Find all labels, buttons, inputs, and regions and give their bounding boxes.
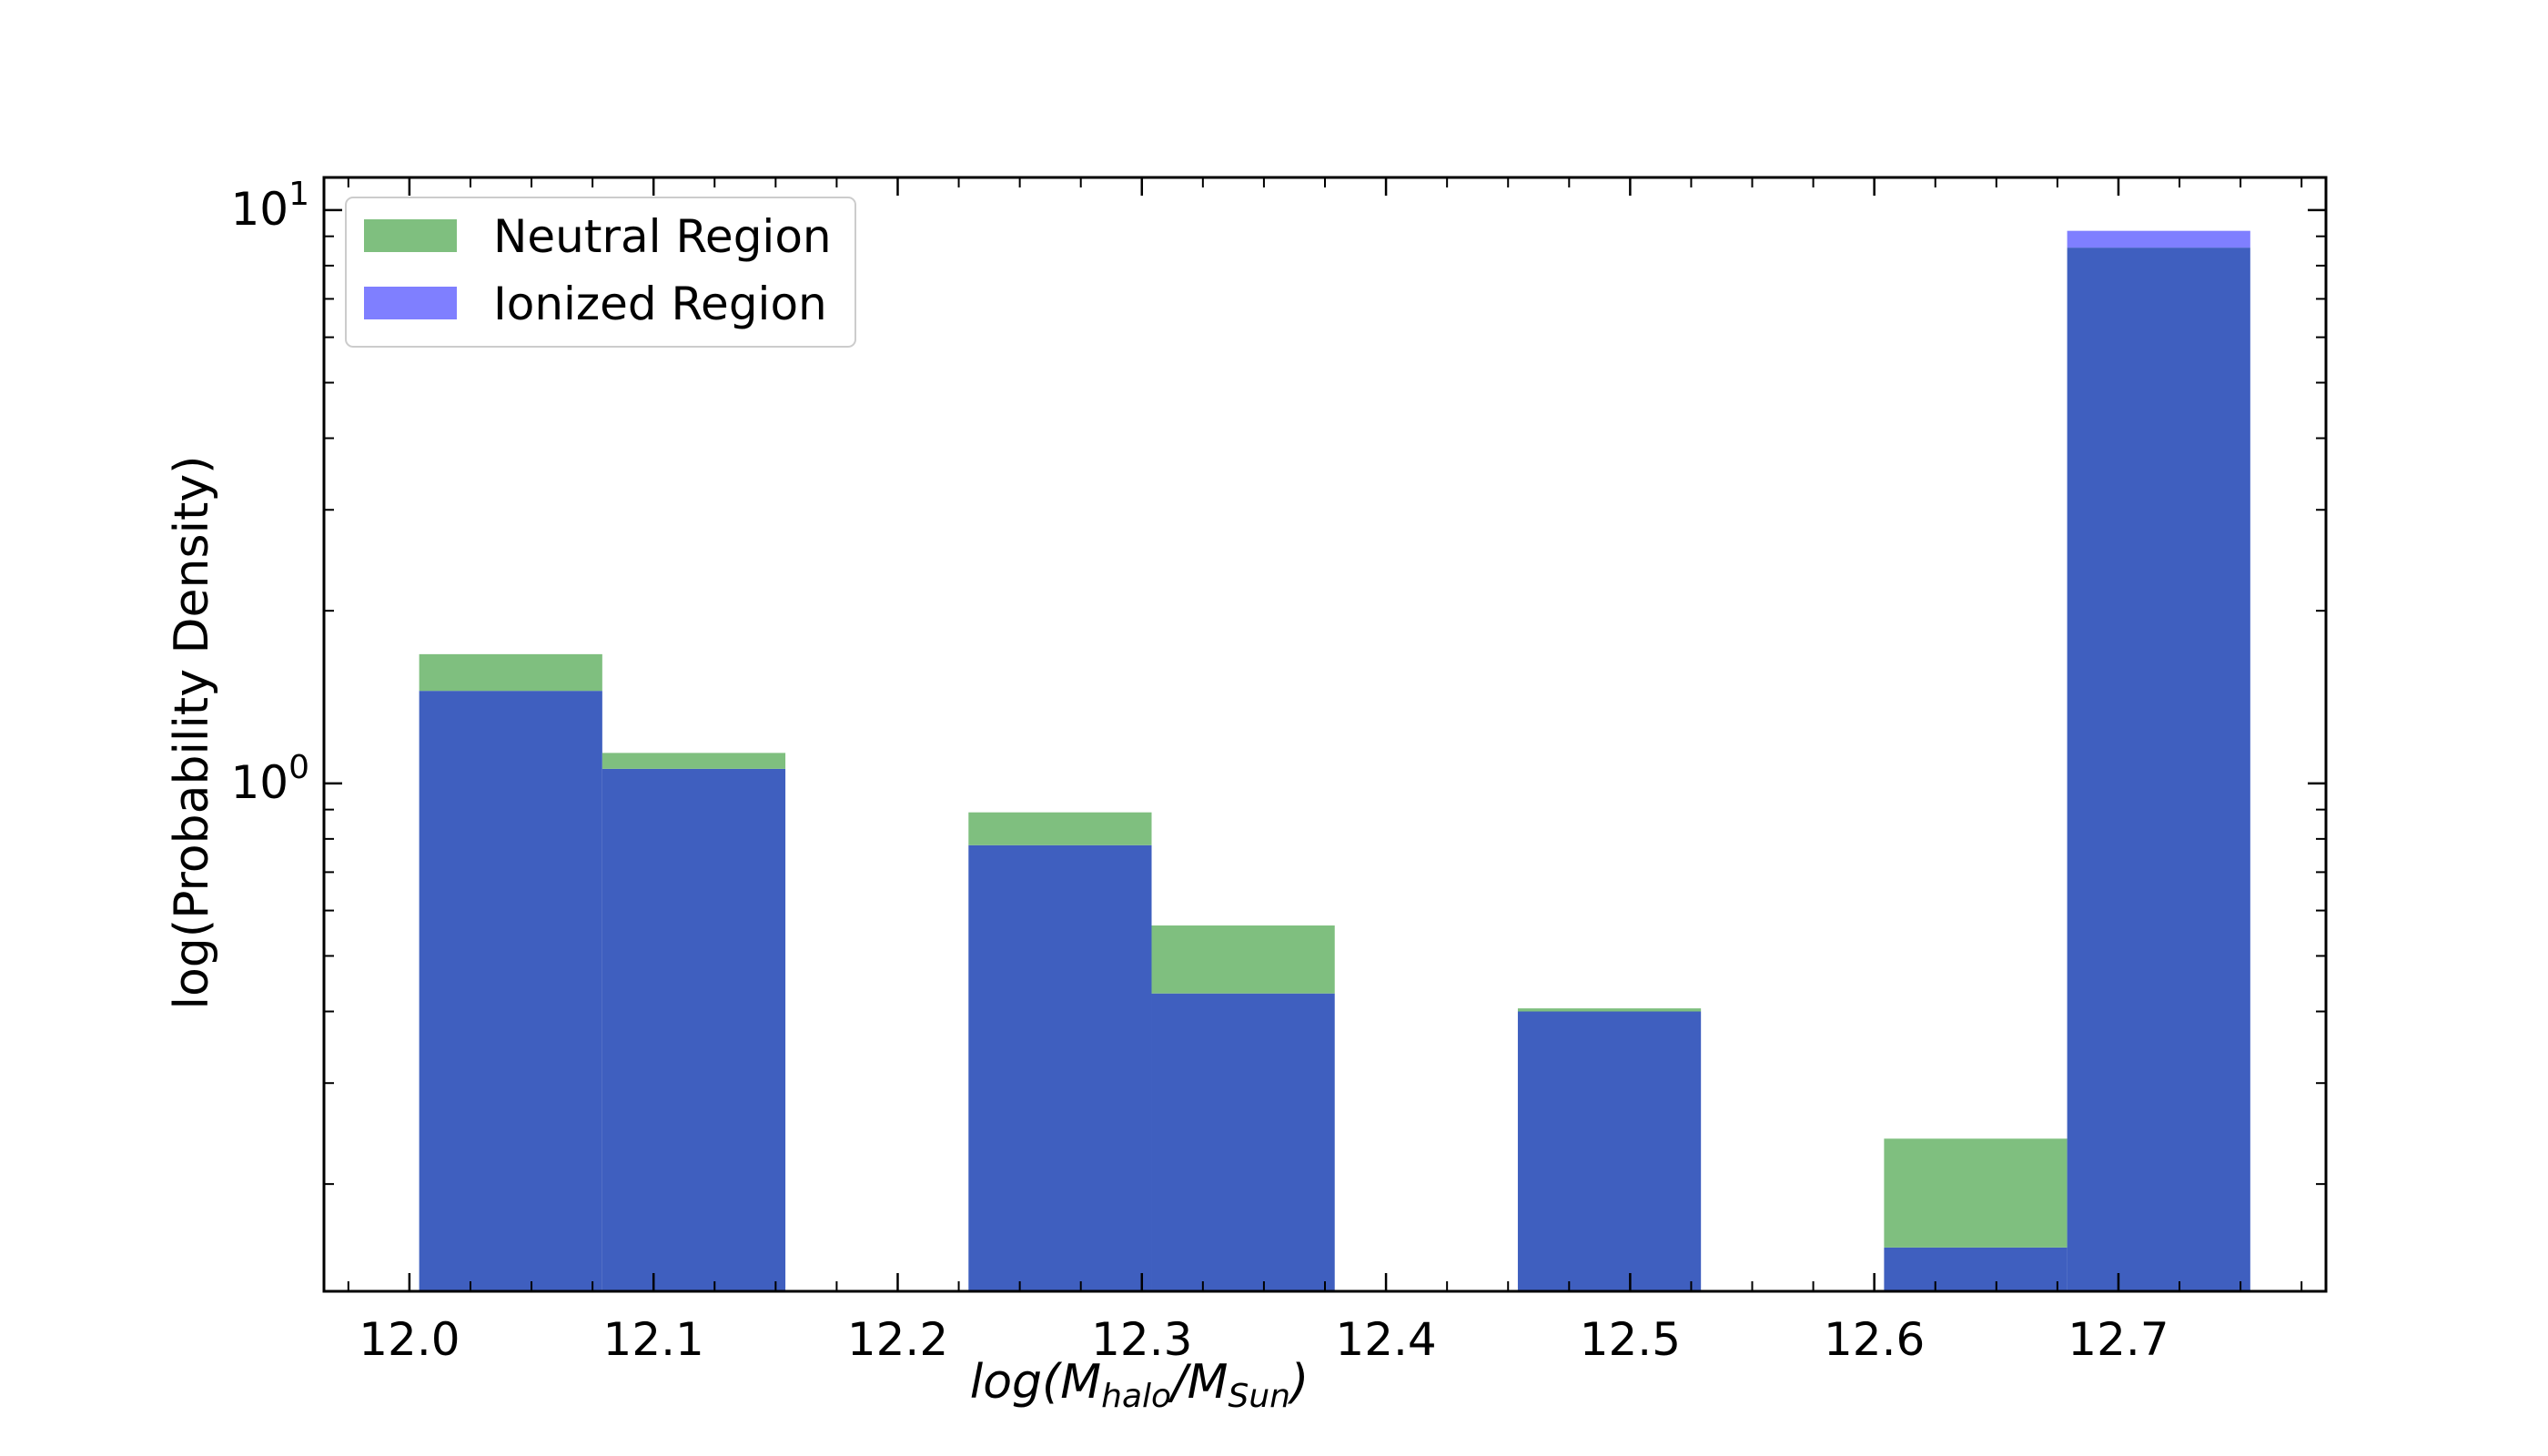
x-tick-label: 12.5 [1580, 1313, 1681, 1366]
bars-layer [419, 230, 2250, 1292]
y-tick-label-exponent: 0 [288, 749, 309, 786]
y-tick-label-base: 10 [230, 756, 288, 809]
legend: Neutral Region Ionized Region [345, 197, 856, 348]
bar-overlap [1151, 993, 1335, 1291]
bar-neutral-excess [1517, 1008, 1702, 1012]
x-tick-label: 12.4 [1335, 1313, 1436, 1366]
y-axis-title: log(Probability Density) [165, 456, 219, 1010]
bar-neutral-excess [1884, 1138, 2068, 1248]
bar-overlap [1517, 1011, 1702, 1291]
x-tick-label: 12.0 [359, 1313, 460, 1366]
bar-neutral-excess [1151, 925, 1335, 994]
legend-label-neutral: Neutral Region [493, 210, 832, 263]
bar-neutral-excess [602, 753, 786, 769]
legend-swatch-ionized [364, 287, 457, 319]
x-axis-title-mid: /M [1168, 1355, 1228, 1410]
x-tick-label: 12.6 [1824, 1313, 1925, 1366]
bar-overlap [2067, 248, 2250, 1292]
x-axis-title: log(Mhalo/MSun) [970, 1355, 1309, 1415]
bar-ionized-excess [2067, 230, 2250, 248]
x-tick-label: 12.3 [1091, 1313, 1192, 1366]
x-axis-title-base: log(M [970, 1355, 1101, 1410]
legend-swatch-neutral [364, 219, 457, 252]
legend-label-ionized: Ionized Region [493, 278, 827, 330]
bar-overlap [968, 844, 1152, 1291]
bar-overlap [602, 768, 786, 1291]
x-axis-title-end: ) [1287, 1355, 1309, 1410]
y-tick-label-base: 10 [230, 183, 288, 236]
x-tick-label: 12.7 [2068, 1313, 2169, 1366]
bar-overlap [1884, 1247, 2068, 1291]
bar-overlap [419, 691, 602, 1291]
bar-neutral-excess [968, 812, 1152, 845]
x-tick-label: 12.1 [603, 1313, 704, 1366]
x-axis-title-sub-halo: halo [1101, 1378, 1171, 1415]
plot-frame [322, 176, 2328, 1293]
bar-neutral-excess [419, 653, 602, 692]
x-tick-label: 12.2 [847, 1313, 948, 1366]
ticks-layer [324, 177, 2326, 1291]
legend-frame [345, 197, 856, 348]
y-tick-label: 101 [230, 176, 309, 236]
y-tick-label-exponent: 1 [288, 176, 309, 213]
x-axis-title-sub-sun: Sun [1228, 1378, 1289, 1415]
y-tick-label: 100 [230, 749, 309, 809]
